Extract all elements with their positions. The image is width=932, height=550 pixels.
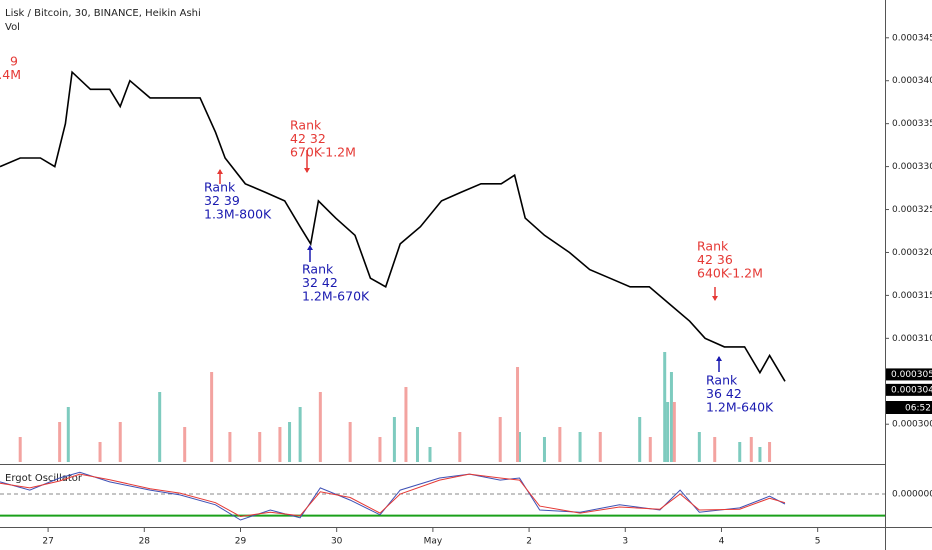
volume-bar bbox=[758, 447, 762, 462]
x-tick-label: 3 bbox=[622, 537, 628, 547]
volume-bar bbox=[348, 422, 352, 462]
y-tick-label: 0.0003400 bbox=[892, 76, 932, 86]
annotation-text: 1.2M-670K bbox=[302, 289, 370, 304]
annotation-text: 42 36 bbox=[697, 252, 733, 267]
volume-bar bbox=[378, 437, 382, 462]
annotation-text: 36 42 bbox=[706, 386, 742, 401]
x-tick-label: 2 bbox=[526, 537, 532, 547]
plot: 27 28 29 30 May 2 3 4 5 0.0003450 0.0003400 0.00033… bbox=[0, 33, 932, 547]
volume-bar bbox=[669, 372, 673, 462]
x-tick-label: 28 bbox=[139, 537, 151, 547]
volume-bar bbox=[183, 427, 187, 462]
annotation-arrowhead bbox=[217, 169, 223, 174]
volume-bar bbox=[210, 372, 214, 462]
price-line bbox=[0, 471, 786, 521]
volume-bar bbox=[404, 387, 408, 462]
y-tick-label: 0.0003350 bbox=[892, 119, 932, 129]
annotation-text: 670K-1.2M bbox=[290, 145, 356, 160]
annotation-text: Rank bbox=[706, 373, 738, 388]
countdown: 06:52 bbox=[905, 404, 931, 414]
y-tick-label: 0.0003450 bbox=[892, 33, 932, 43]
volume-bar bbox=[638, 417, 642, 462]
volume-bar bbox=[58, 422, 62, 462]
oscillator-title: Ergot Oscillator bbox=[5, 473, 83, 484]
y-tick-label: 0.0000000 bbox=[892, 490, 932, 500]
annotation-text: Rank bbox=[302, 262, 334, 277]
y-tick-label: 0.0003000 bbox=[892, 420, 932, 430]
volume-bar bbox=[768, 442, 772, 462]
annotation-text: 1.3M-800K bbox=[204, 207, 272, 222]
last-price-box bbox=[886, 368, 932, 381]
volume-bar bbox=[666, 402, 670, 462]
volume-bar bbox=[738, 442, 742, 462]
last-price-box bbox=[886, 383, 932, 396]
volume-bar bbox=[517, 432, 521, 462]
volume-label: Vol bbox=[5, 22, 20, 33]
annotation-text: Rank bbox=[697, 239, 729, 254]
last-price-label: 0.0003051 bbox=[891, 370, 932, 380]
annotation-text: 32 42 bbox=[302, 275, 338, 290]
volume-bar bbox=[458, 432, 462, 462]
x-tick-label: 27 bbox=[42, 537, 53, 547]
annotation-text: Rank bbox=[290, 118, 322, 133]
volume-bar bbox=[672, 402, 676, 462]
annotation-text: 32 39 bbox=[204, 193, 240, 208]
annotation-text: 640K-1.2M bbox=[697, 266, 763, 281]
volume-bar bbox=[415, 427, 419, 462]
annotation-arrowhead bbox=[716, 356, 722, 361]
symbol-title: Lisk / Bitcoin, 30, BINANCE, Heikin Ashi bbox=[5, 8, 201, 19]
volume-bar bbox=[697, 432, 701, 462]
y-tick-label: 0.0003150 bbox=[892, 291, 932, 301]
volume-bar bbox=[663, 352, 667, 462]
x-tick-label: 29 bbox=[235, 537, 247, 547]
volume-bar bbox=[66, 407, 70, 462]
volume-bar bbox=[542, 437, 546, 462]
volume-bar bbox=[598, 432, 602, 462]
annotation-arrowhead bbox=[304, 168, 310, 173]
price-line bbox=[0, 473, 786, 518]
volume-bar bbox=[18, 437, 22, 462]
volume-bar bbox=[228, 432, 232, 462]
volume-bar bbox=[118, 422, 122, 462]
volume-bar bbox=[288, 422, 292, 462]
annotation-text: Rank bbox=[204, 180, 236, 195]
countdown-box bbox=[886, 401, 932, 414]
last-price-label: 0.0003047 bbox=[891, 385, 932, 395]
x-tick-label: 5 bbox=[815, 537, 821, 547]
volume-bar bbox=[258, 432, 262, 462]
volume-bar bbox=[158, 392, 162, 462]
volume-bar bbox=[278, 427, 282, 462]
volume-bar bbox=[392, 417, 396, 462]
volume-bar bbox=[648, 437, 652, 462]
volume-bar bbox=[516, 367, 520, 462]
volume-bar bbox=[578, 432, 582, 462]
volume-bar bbox=[713, 437, 717, 462]
volume-bar bbox=[318, 392, 322, 462]
annotation-text: 1.2M-640K bbox=[706, 400, 774, 415]
y-tick-label: 0.0003300 bbox=[892, 162, 932, 172]
x-tick-label: May bbox=[424, 537, 443, 547]
y-tick-label: 0.0003200 bbox=[892, 248, 932, 258]
price-line bbox=[0, 70, 786, 382]
y-tick-label: 0.0003250 bbox=[892, 205, 932, 215]
volume-bar bbox=[98, 442, 102, 462]
annotation-text: 42 32 bbox=[290, 131, 326, 146]
volume-bar bbox=[298, 407, 302, 462]
annotation-text: 9 bbox=[10, 54, 18, 69]
y-tick-label: 0.0003100 bbox=[892, 334, 932, 344]
annotation-arrowhead bbox=[307, 245, 313, 250]
x-tick-label: 4 bbox=[719, 537, 725, 547]
volume-bar bbox=[498, 417, 502, 462]
annotation-arrowhead bbox=[712, 296, 718, 301]
volume-bar bbox=[558, 427, 562, 462]
x-tick-label: 30 bbox=[331, 537, 343, 547]
volume-bar bbox=[749, 437, 753, 462]
volume-bar bbox=[428, 447, 432, 462]
annotation-text: .4M bbox=[0, 67, 21, 82]
